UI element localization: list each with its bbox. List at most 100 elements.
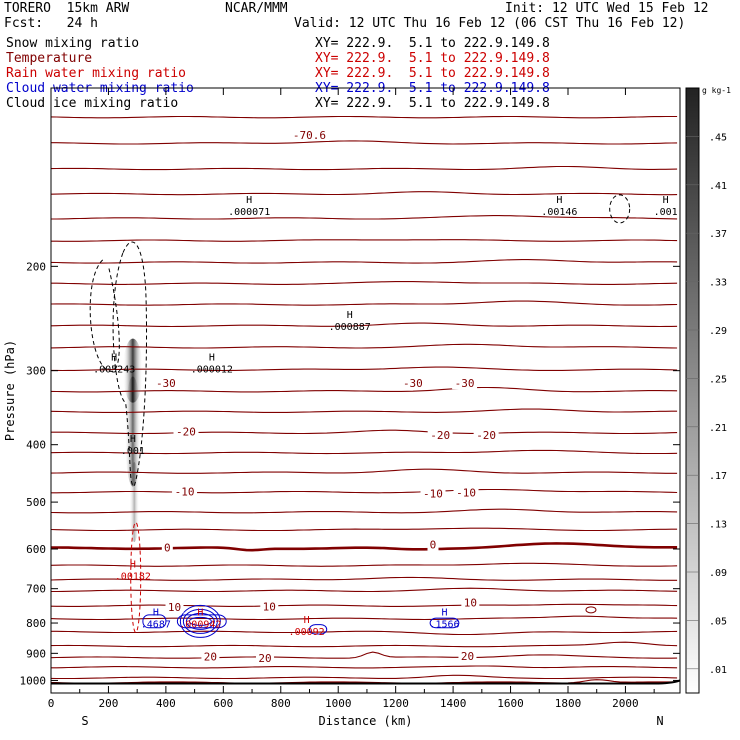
isotherm-label-bg <box>461 596 480 609</box>
field-label-cloud-ice: Cloud ice mixing ratio <box>6 96 179 111</box>
isotherm-line <box>51 322 678 328</box>
isotherm-line <box>51 191 678 196</box>
y-tick-label: 200 <box>26 260 46 273</box>
isotherm-label-bg <box>153 377 179 390</box>
extremum-marker: H <box>556 195 562 206</box>
endpoint-left: S <box>81 714 88 728</box>
header-model: TORERO 15km ARW <box>4 1 130 16</box>
cloud-water-outer <box>176 614 227 629</box>
isotherm-label-bg <box>453 486 479 499</box>
isotherm-label-bg <box>473 428 499 441</box>
isotherm-label: -30 <box>455 377 475 390</box>
isotherm-label-bg <box>165 601 184 614</box>
extremum-marker: H <box>111 352 117 363</box>
field-xy-rain: XY= 222.9. 5.1 to 222.9.149.8 <box>315 66 550 81</box>
header-center: NCAR/MMM <box>225 1 288 16</box>
y-tick-label: 400 <box>26 439 46 452</box>
colorbar-label: .33 <box>709 278 727 289</box>
isotherm-label-bg <box>427 428 453 441</box>
snow-core <box>122 338 143 403</box>
colorbar-label: .25 <box>709 374 727 385</box>
cloud-water-ring <box>182 608 218 634</box>
isotherm-label: -10 <box>456 487 476 500</box>
isotherm-line <box>51 468 678 474</box>
isotherm-line <box>51 259 678 264</box>
extremum-value: .00182 <box>115 572 151 583</box>
isotherm-label-bg <box>255 652 274 665</box>
isotherm-line <box>51 281 678 285</box>
cloud-water-contours <box>142 604 460 638</box>
isotherm-line <box>51 641 678 648</box>
isotherm-label: -10 <box>175 486 195 499</box>
colorbar-label: .41 <box>709 181 727 192</box>
x-tick-label: 0 <box>48 697 55 710</box>
isotherm-label: -20 <box>476 429 496 442</box>
isotherm-line <box>51 527 678 532</box>
surface-line <box>51 679 680 685</box>
cloud-water-ring <box>179 604 221 638</box>
plot-frame <box>50 87 681 694</box>
extremum-value: .1566 <box>429 619 459 630</box>
extremum-marker: H <box>663 195 669 206</box>
extremum-marker: H <box>246 195 252 206</box>
extremum-value: .000012 <box>191 364 233 375</box>
isotherm-line <box>51 408 678 413</box>
rain-contour <box>130 521 142 633</box>
colorbar-label: .01 <box>709 665 727 676</box>
isotherm-label: -10 <box>423 488 443 501</box>
isotherm-line <box>51 386 678 393</box>
isotherm-label: -30 <box>403 377 423 390</box>
isotherm-label-bg <box>458 650 477 663</box>
colorbar-unit: g kg-1 <box>702 86 731 95</box>
isotherm-label: -70.6 <box>293 129 326 142</box>
field-xy-temperature: XY= 222.9. 5.1 to 222.9.149.8 <box>315 51 550 66</box>
extremum-value: .000887 <box>329 322 371 333</box>
cloud-ice-contour <box>89 259 120 372</box>
y-tick-label: 700 <box>26 583 46 596</box>
extremum-marker: H <box>197 607 203 618</box>
x-tick-label: 2000 <box>612 697 639 710</box>
extremum-marker: H <box>130 434 136 445</box>
cloud-water-ring <box>185 612 215 630</box>
isotherm-label-bg <box>201 650 220 663</box>
x-tick-label: 600 <box>213 697 233 710</box>
isotherm-label: -20 <box>430 429 450 442</box>
isotherm-label: -20 <box>176 425 196 438</box>
header-valid: Valid: 12 UTC Thu 16 Feb 12 (06 CST Thu … <box>294 16 686 31</box>
field-label-rain: Rain water mixing ratio <box>6 66 187 81</box>
isotherm-label: 10 <box>168 601 181 614</box>
isotherm-line <box>51 488 678 494</box>
isotherm-label-bg <box>172 485 198 498</box>
rain-contours <box>130 521 142 633</box>
header-fcst: Fcst: 24 h <box>4 16 98 31</box>
isotherm-label: 20 <box>258 652 271 665</box>
isotherm-label: 10 <box>464 597 477 610</box>
y-tick-label: 900 <box>26 647 46 660</box>
y-tick-label: 800 <box>26 617 46 630</box>
cloud-ice-contour <box>112 241 148 487</box>
x-tick-label: 800 <box>271 697 291 710</box>
colorbar-label: .37 <box>709 229 727 240</box>
extremum-marker: H <box>347 310 353 321</box>
isotherm-line <box>51 140 678 145</box>
isotherm-label-bg <box>400 377 426 390</box>
x-tick-label: 400 <box>156 697 176 710</box>
colorbar-label: .09 <box>709 568 727 579</box>
isotherm-line <box>51 651 678 659</box>
colorbar-label: .13 <box>709 520 727 531</box>
cloud-water-cell <box>429 617 460 629</box>
isotherm-label-bg <box>452 377 478 390</box>
isotherm-label: -30 <box>156 377 176 390</box>
y-tick-label: 300 <box>26 365 46 378</box>
field-xy-cloud-ice: XY= 222.9. 5.1 to 222.9.149.8 <box>315 96 550 111</box>
isotherm-line <box>51 115 678 119</box>
isotherm-line <box>51 366 678 372</box>
snow-column <box>124 376 141 487</box>
field-label-temperature: Temperature <box>6 51 93 66</box>
isotherm-line <box>51 429 678 435</box>
isotherm-label: 20 <box>461 650 474 663</box>
isotherm-label-bg <box>420 487 446 500</box>
x-axis-label: Distance (km) <box>319 714 413 728</box>
isotherm-label-bg <box>427 538 439 551</box>
